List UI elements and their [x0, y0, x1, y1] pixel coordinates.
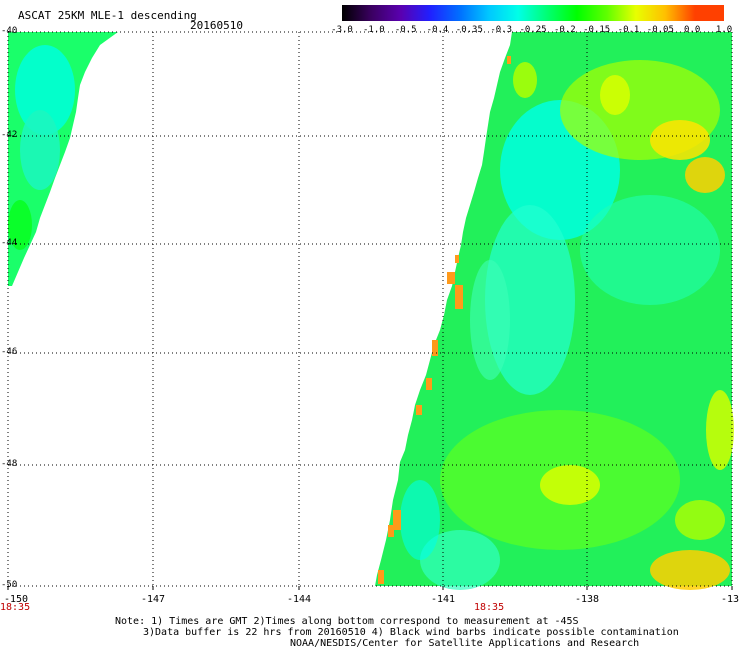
high-wind-pixel: [455, 255, 459, 263]
color-scale-tick: -0.35: [455, 25, 483, 35]
color-scale-tick: 0.0: [684, 25, 701, 35]
latitude-label: -40: [1, 26, 18, 36]
color-scale-tick: -0.1: [617, 25, 640, 35]
color-scale-tick: -0.5: [394, 25, 417, 35]
latitude-label: -42: [1, 130, 18, 140]
calm-area-left: [15, 45, 75, 135]
color-scale-bar: [342, 5, 725, 21]
high-wind-pixel: [416, 405, 422, 415]
pass-time-left: 18:35: [0, 602, 31, 613]
wind-area-right: [600, 75, 630, 115]
color-scale-segment: [547, 5, 578, 21]
wind-area-right: [685, 157, 725, 193]
color-scale-segment: [518, 5, 548, 21]
high-wind-pixel: [447, 272, 455, 284]
latitude-label: -48: [1, 459, 18, 469]
color-scale-segment: [606, 5, 636, 21]
color-scale-tick: -3.0: [331, 25, 353, 35]
wind-area-right: [513, 62, 537, 98]
color-scale-segment: [342, 5, 372, 21]
color-scale-tick: -1.0: [362, 25, 385, 35]
longitude-label: -141: [430, 594, 456, 605]
color-scale-segment: [430, 5, 460, 21]
latitude-label: -46: [1, 347, 18, 357]
color-scale-tick: -0.4: [426, 25, 449, 35]
wind-area-right: [650, 120, 710, 160]
calm-area-left: [20, 110, 60, 190]
high-wind-pixel: [507, 56, 511, 64]
calm-area-right: [580, 195, 720, 305]
color-scale-segment: [694, 5, 725, 21]
high-wind-pixel: [455, 285, 463, 309]
calm-area-right: [420, 530, 500, 590]
color-scale-segment: [400, 5, 431, 21]
color-scale-tick: -0.3: [490, 25, 512, 35]
color-scale-tick: -0.2: [553, 25, 576, 35]
footer-note-1: Note: 1) Times are GMT 2)Times along bot…: [115, 616, 579, 627]
color-scale-tick: -0.05: [646, 25, 674, 35]
wind-area-left: [8, 200, 32, 250]
color-scale-segment: [577, 5, 607, 21]
high-wind-pixel: [393, 510, 401, 530]
longitude-label: -147: [140, 594, 166, 605]
wind-area-right: [675, 500, 725, 540]
longitude-label: -138: [574, 594, 600, 605]
color-scale-segment: [665, 5, 695, 21]
product-title: ASCAT 25KM MLE-1 descending: [18, 9, 197, 22]
longitude-label: -13: [720, 594, 740, 605]
high-wind-pixel: [426, 378, 432, 390]
longitude-label: -150: [3, 594, 29, 605]
color-scale-segment: [371, 5, 401, 21]
color-scale-segment: [459, 5, 489, 21]
high-wind-pixel: [388, 525, 394, 537]
color-scale-segment: [488, 5, 519, 21]
pass-time-right: 18:35: [474, 602, 505, 613]
product-date: 20160510: [190, 19, 243, 32]
latitude-label: -50: [1, 580, 18, 590]
footer-note-2: 3)Data buffer is 22 hrs from 20160510 4)…: [143, 627, 679, 638]
color-scale-tick: 1.0: [715, 25, 733, 35]
high-wind-pixel: [378, 570, 384, 584]
high-wind-pixel: [432, 340, 438, 356]
latitude-label: -44: [1, 238, 18, 248]
wind-area-right: [706, 390, 734, 470]
wind-area-right: [540, 465, 600, 505]
calm-area-right: [400, 480, 440, 560]
color-scale-tick: -0.25: [519, 25, 547, 35]
color-scale-segment: [635, 5, 666, 21]
wind-area-right: [650, 550, 730, 590]
longitude-label: -144: [286, 594, 312, 605]
footer-credit: NOAA/NESDIS/Center for Satellite Applica…: [290, 638, 640, 649]
color-scale-tick: -0.15: [583, 25, 611, 35]
calm-area-right: [470, 260, 510, 380]
